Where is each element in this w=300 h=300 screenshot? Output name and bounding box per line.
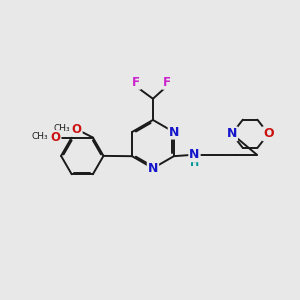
Text: CH₃: CH₃ [32, 132, 49, 141]
Text: N: N [148, 162, 158, 175]
Text: N: N [169, 125, 179, 139]
Text: H: H [190, 158, 200, 168]
Text: O: O [50, 131, 61, 144]
Text: F: F [163, 76, 171, 89]
Text: N: N [189, 148, 200, 161]
Text: CH₃: CH₃ [53, 124, 70, 133]
Text: O: O [72, 123, 82, 136]
Text: O: O [263, 127, 274, 140]
Text: F: F [132, 76, 140, 89]
Text: N: N [227, 127, 237, 140]
